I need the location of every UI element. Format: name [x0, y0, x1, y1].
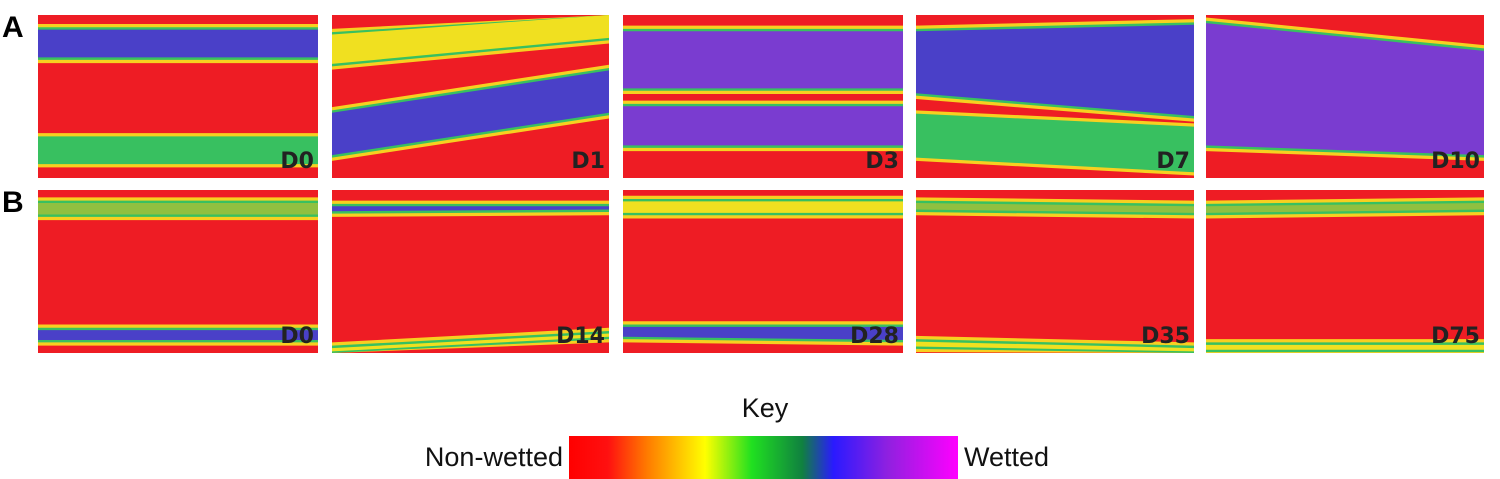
wet-band: [916, 203, 1194, 213]
panel-label: D0: [280, 149, 314, 174]
wet-band: [332, 70, 609, 156]
row-label: A: [2, 11, 24, 44]
wet-band: [1206, 203, 1484, 213]
panel-label: D1: [571, 149, 605, 174]
wet-band: [623, 326, 903, 340]
panel-label: D35: [1141, 324, 1190, 349]
panel: D35: [916, 190, 1194, 353]
key-title: Key: [742, 393, 789, 423]
wet-band: [916, 24, 1194, 117]
panel: D75: [1206, 190, 1484, 353]
panel: D3: [623, 15, 903, 178]
wet-band: [1206, 344, 1484, 350]
wet-band: [38, 29, 318, 58]
wet-band: [38, 203, 318, 215]
panel-label: D3: [865, 149, 899, 174]
panel: D14: [332, 190, 609, 353]
panel: D1: [332, 15, 609, 178]
row-label: B: [2, 186, 24, 219]
wet-band: [623, 106, 903, 146]
wet-band: [916, 116, 1194, 170]
panel-label: D0: [280, 324, 314, 349]
key-low-label: Non-wetted: [425, 442, 563, 472]
panel: D10: [1206, 15, 1484, 178]
wet-band: [1206, 23, 1484, 156]
panel: D28: [623, 190, 903, 353]
panel: D0: [38, 15, 318, 178]
wet-band: [332, 15, 609, 64]
panel-label: D28: [850, 324, 899, 349]
key-high-label: Wetted: [964, 442, 1049, 472]
panel-label: D10: [1431, 149, 1480, 174]
wet-band: [623, 201, 903, 213]
wet-band: [38, 330, 318, 340]
wet-band: [332, 333, 609, 352]
wet-band: [916, 341, 1194, 352]
panel-background: [332, 190, 609, 353]
panel-label: D7: [1156, 149, 1190, 174]
panel: D7: [916, 15, 1194, 178]
key-bar: [569, 436, 958, 479]
wet-band: [332, 206, 609, 212]
wet-band: [38, 138, 318, 162]
panel-label: D75: [1431, 324, 1480, 349]
panel: D0: [38, 190, 318, 353]
panel-label: D14: [556, 324, 605, 349]
wet-band: [623, 31, 903, 89]
